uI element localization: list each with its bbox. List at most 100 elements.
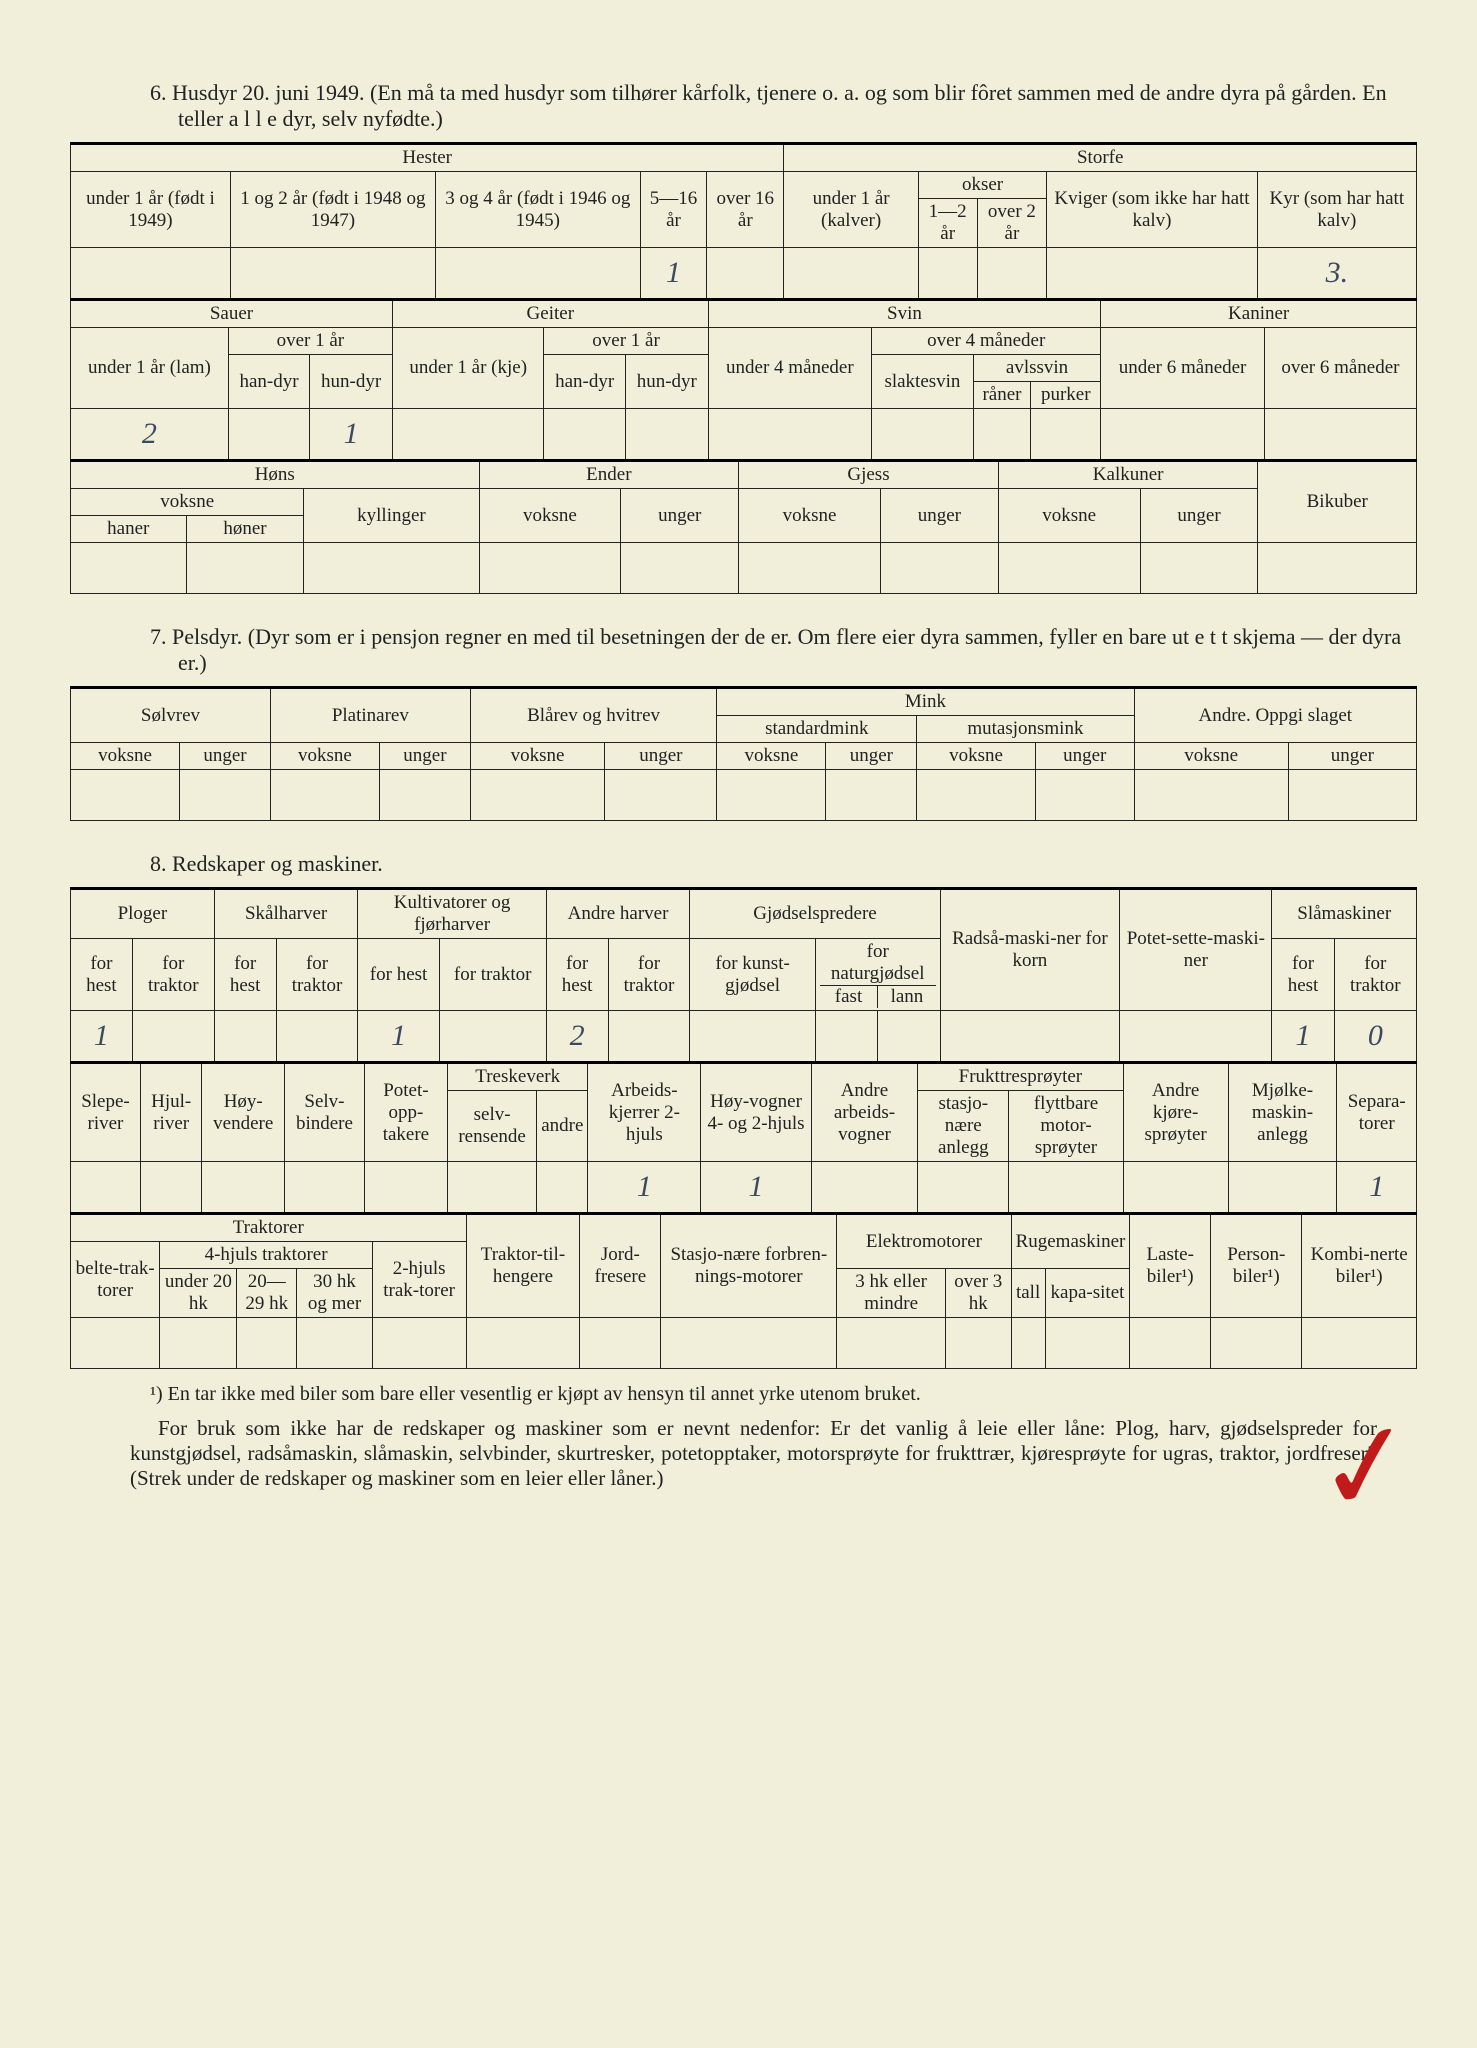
skalharver: Skålharver	[214, 889, 358, 939]
svin-avlssvin: avlssvin	[973, 355, 1101, 382]
section6-title: 6. Husdyr 20. juni 1949. (En må ta med h…	[150, 80, 1417, 132]
radsa: Radså-maski-ner for korn	[940, 889, 1120, 1011]
cell	[739, 543, 881, 594]
cell	[435, 248, 640, 299]
col: for hest	[214, 939, 276, 1011]
cell	[160, 1318, 237, 1369]
cell: 2	[71, 409, 229, 460]
cell	[826, 770, 917, 821]
kaniner-col1: over 6 måneder	[1264, 328, 1416, 409]
geiter-under1: under 1 år (kje)	[392, 328, 543, 409]
group-storfe: Storfe	[784, 144, 1417, 172]
col: voksne	[71, 743, 180, 770]
hoyvendere: Høy-vendere	[202, 1063, 285, 1162]
separatorer: Separa-torer	[1337, 1063, 1417, 1162]
cell	[918, 1162, 1009, 1213]
cell	[186, 543, 304, 594]
kombinerte: Kombi-nerte biler¹)	[1302, 1214, 1417, 1318]
col: voksne	[270, 743, 379, 770]
geiter-han: han-dyr	[544, 355, 625, 409]
cell	[439, 1011, 546, 1062]
cell	[998, 543, 1140, 594]
col: tall	[1011, 1269, 1045, 1318]
hons-kyllinger: kyllinger	[304, 489, 479, 543]
belte: belte-trak-torer	[71, 1242, 160, 1318]
hester-col2: 3 og 4 år (født i 1946 og 1945)	[435, 172, 640, 248]
footnote: ¹) En tar ikke med biler som bare eller …	[150, 1383, 1377, 1406]
cell	[180, 770, 271, 821]
kalkuner-unger: unger	[1140, 489, 1258, 543]
svin-over4: over 4 måneder	[872, 328, 1101, 355]
cell	[132, 1011, 214, 1062]
andreharver: Andre harver	[546, 889, 690, 939]
col: 20—29 hk	[237, 1269, 297, 1318]
cell	[202, 1162, 285, 1213]
cell: 1	[71, 1011, 133, 1062]
okser-col1: over 2 år	[977, 199, 1047, 248]
potetopptakere: Potet-opp-takere	[364, 1063, 447, 1162]
group-hons: Høns	[71, 461, 480, 489]
sauer-under1: under 1 år (lam)	[71, 328, 229, 409]
section7-title: 7. Pelsdyr. (Dyr som er i pensjon regner…	[150, 624, 1417, 676]
cell	[621, 543, 739, 594]
col: for hest	[1272, 939, 1334, 1011]
red-check-mark: ✓	[1307, 1392, 1426, 1544]
cell	[973, 409, 1030, 460]
hjulriver: Hjul-river	[140, 1063, 202, 1162]
hester-col4: over 16 år	[707, 172, 784, 248]
mink-mutasjon: mutasjonsmink	[917, 716, 1134, 743]
cell	[1264, 409, 1416, 460]
group-geiter: Geiter	[392, 300, 708, 328]
cell	[784, 248, 918, 299]
cell	[71, 248, 231, 299]
selvbindere: Selv-bindere	[285, 1063, 365, 1162]
storfe-okser: okser	[918, 172, 1046, 199]
cell	[470, 770, 605, 821]
frukttresproyter: Frukttresprøyter	[918, 1063, 1123, 1091]
cell	[872, 409, 974, 460]
cell	[878, 1011, 940, 1062]
col: selv-rensende	[447, 1091, 536, 1162]
table-redskaper-1: Ploger Skålharver Kultivatorer og fjørha…	[70, 887, 1417, 1062]
cell	[537, 1162, 588, 1213]
col: stasjo-nære anlegg	[918, 1091, 1009, 1162]
traktorer: Traktorer	[71, 1214, 467, 1242]
cell	[364, 1162, 447, 1213]
ender-voksne: voksne	[479, 489, 621, 543]
storfe-kviger: Kviger (som ikke har hatt kalv)	[1047, 172, 1257, 248]
col: under 20 hk	[160, 1269, 237, 1318]
cell	[297, 1318, 372, 1369]
cell	[392, 409, 543, 460]
stasjon: Stasjo-nære forbren-nings-motorer	[661, 1214, 837, 1318]
col: for hest	[546, 939, 608, 1011]
cell	[71, 543, 187, 594]
col: voksne	[470, 743, 605, 770]
cell	[811, 1162, 917, 1213]
traktortilhengere: Traktor-til-hengere	[466, 1214, 580, 1318]
sauer-hun: hun-dyr	[310, 355, 393, 409]
table-sauer-geiter-svin-kaniner: Sauer Geiter Svin Kaniner under 1 år (la…	[70, 298, 1417, 460]
cell	[228, 409, 309, 460]
group-ender: Ender	[479, 461, 739, 489]
group-hester: Hester	[71, 144, 784, 172]
col: for traktor	[132, 939, 214, 1011]
cell	[605, 770, 717, 821]
storfe-kyr: Kyr (som har hatt kalv)	[1257, 172, 1416, 248]
col: voksne	[917, 743, 1036, 770]
slamaskiner: Slåmaskiner	[1272, 889, 1417, 939]
cell	[544, 409, 625, 460]
cell	[71, 1162, 141, 1213]
cell	[1123, 1162, 1228, 1213]
col: for traktor	[276, 939, 358, 1011]
natur-lann: lann	[878, 986, 935, 1008]
ender-unger: unger	[621, 489, 739, 543]
section8-title: 8. Redskaper og maskiner.	[150, 851, 1417, 877]
cell	[447, 1162, 536, 1213]
col: unger	[826, 743, 917, 770]
cell	[1031, 409, 1101, 460]
cell	[140, 1162, 202, 1213]
cell	[372, 1318, 466, 1369]
cell	[1035, 770, 1134, 821]
cell: 1	[310, 409, 393, 460]
gjodselspredere: Gjødselspredere	[690, 889, 940, 939]
